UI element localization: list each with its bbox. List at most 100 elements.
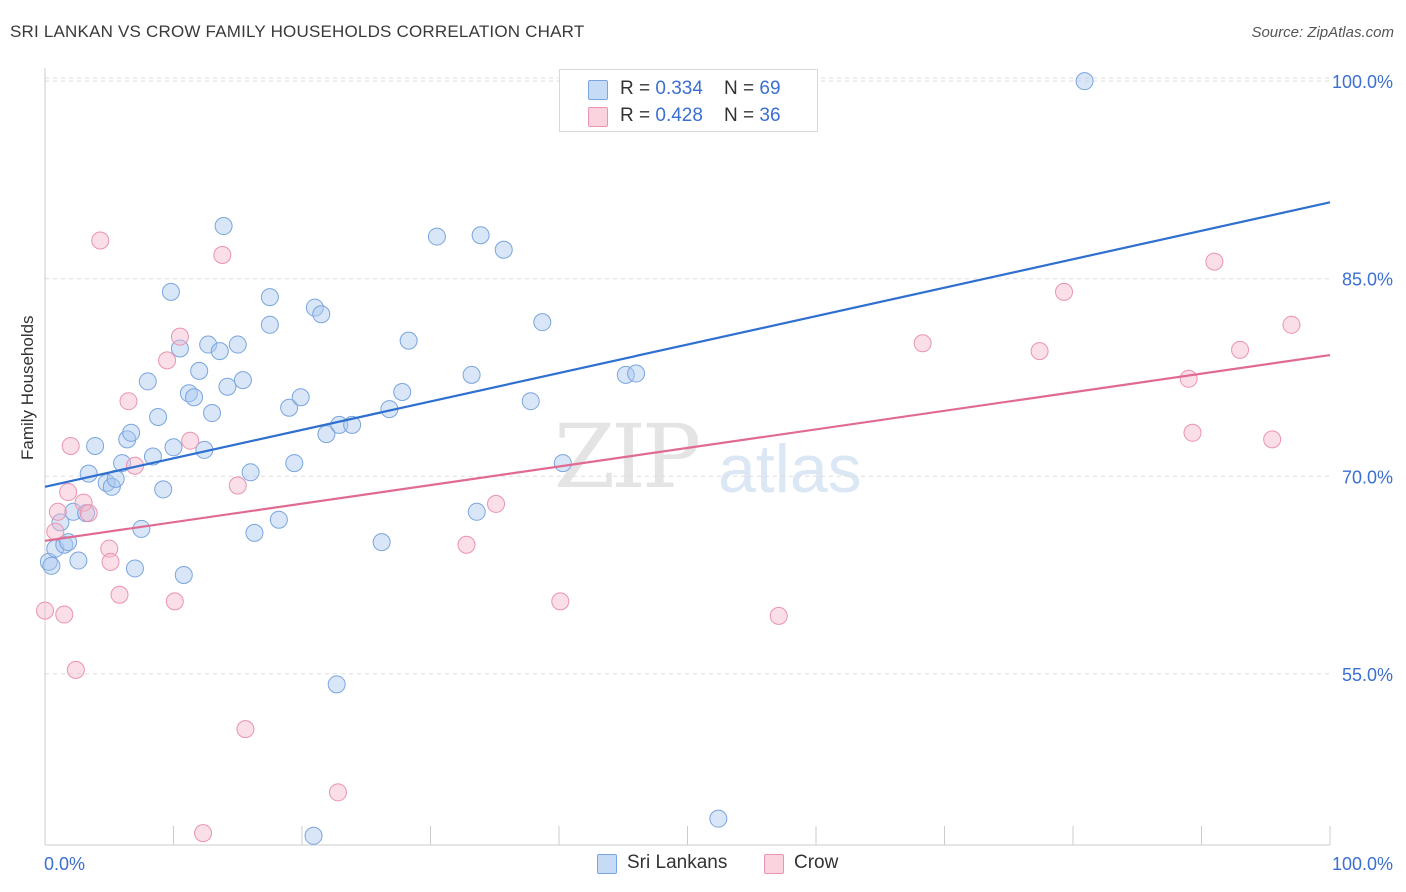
point-sri-lankans [69, 551, 88, 570]
point-sri-lankans [203, 404, 222, 423]
point-sri-lankans [399, 331, 418, 350]
point-crow [74, 493, 93, 512]
legend-label: Sri Lankans [627, 852, 728, 873]
point-crow [1055, 282, 1074, 301]
r-label: R = [620, 78, 656, 99]
point-crow [551, 592, 570, 611]
point-sri-lankans [521, 392, 540, 411]
legend-swatch-crow [764, 854, 784, 874]
point-crow [194, 824, 213, 843]
point-crow [328, 783, 347, 802]
correlation-legend: R = 0.334 N = 69 R = 0.428 N = 36 [559, 69, 818, 132]
point-sri-lankans [174, 566, 193, 585]
r-value: 0.334 [655, 78, 703, 99]
point-sri-lankans [79, 464, 98, 483]
legend-text: R = 0.334 N = 69 [620, 78, 781, 100]
point-crow [181, 431, 200, 450]
n-value: 69 [759, 78, 781, 99]
point-crow [66, 660, 85, 679]
point-sri-lankans [199, 335, 218, 354]
n-value: 36 [759, 105, 781, 126]
point-sri-lankans [709, 809, 728, 828]
legend-swatch-sri-lankans [588, 80, 608, 100]
point-sri-lankans [132, 519, 151, 538]
y-tick-label: 55.0% [1342, 665, 1393, 685]
point-sri-lankans [291, 388, 310, 407]
point-sri-lankans [218, 377, 237, 396]
point-sri-lankans [494, 240, 513, 259]
point-sri-lankans [627, 364, 646, 383]
point-crow [1183, 423, 1202, 442]
point-sri-lankans [214, 217, 233, 236]
r-value: 0.428 [655, 105, 703, 126]
point-crow [55, 605, 74, 624]
legend-swatch-crow [588, 107, 608, 127]
watermark-atlas: atlas [718, 431, 862, 507]
point-sri-lankans [241, 463, 260, 482]
n-label: N = [724, 78, 760, 99]
point-sri-lankans [190, 361, 209, 380]
x-tick-label: 100.0% [1332, 854, 1393, 874]
point-sri-lankans [245, 523, 264, 542]
point-crow [213, 246, 232, 265]
point-crow [79, 504, 98, 523]
point-sri-lankans [228, 335, 247, 354]
point-sri-lankans [51, 513, 70, 532]
point-crow [1179, 369, 1198, 388]
y-tick-label: 70.0% [1342, 467, 1393, 487]
point-sri-lankans [393, 382, 412, 401]
point-crow [1205, 252, 1224, 271]
point-sri-lankans [64, 502, 83, 521]
source-credit: Source: ZipAtlas.com [1251, 24, 1394, 41]
y-tick-label: 85.0% [1342, 270, 1393, 290]
point-sri-lankans [233, 371, 252, 390]
point-crow [165, 592, 184, 611]
point-crow [59, 483, 78, 502]
point-sri-lankans [533, 313, 552, 332]
point-sri-lankans [125, 559, 144, 578]
point-sri-lankans [164, 438, 183, 457]
point-sri-lankans [285, 454, 304, 473]
point-sri-lankans [269, 510, 288, 529]
point-sri-lankans [154, 480, 173, 499]
point-crow [36, 601, 54, 620]
point-crow [61, 436, 80, 455]
point-sri-lankans [304, 826, 323, 845]
point-crow [170, 327, 189, 346]
point-crow [1231, 340, 1250, 359]
legend-label: Crow [794, 852, 839, 873]
point-crow [487, 494, 506, 513]
y-axis-label: Family Households [18, 315, 37, 460]
r-label: R = [620, 105, 656, 126]
point-sri-lankans [327, 675, 346, 694]
point-sri-lankans [553, 454, 572, 473]
trendline-crow [44, 354, 1331, 542]
point-sri-lankans [260, 315, 279, 334]
legend-swatch-sri-lankans [597, 854, 617, 874]
point-sri-lankans [149, 407, 168, 426]
n-label: N = [724, 105, 760, 126]
legend-text: R = 0.428 N = 36 [620, 105, 781, 127]
point-sri-lankans [185, 388, 204, 407]
point-crow [110, 585, 129, 604]
point-crow [769, 606, 788, 625]
point-crow [119, 392, 138, 411]
point-crow [1030, 342, 1049, 361]
point-sri-lankans [467, 502, 486, 521]
point-sri-lankans [260, 288, 279, 307]
y-tick-label: 100.0% [1332, 72, 1393, 92]
point-crow [101, 552, 120, 571]
point-crow [91, 231, 110, 250]
point-sri-lankans [427, 227, 446, 246]
point-sri-lankans [210, 342, 229, 361]
point-sri-lankans [86, 436, 105, 455]
point-crow [158, 351, 177, 370]
point-crow [236, 720, 255, 739]
chart-title: SRI LANKAN VS CROW FAMILY HOUSEHOLDS COR… [10, 22, 585, 41]
point-sri-lankans [1075, 72, 1094, 91]
point-sri-lankans [305, 298, 324, 317]
point-crow [457, 535, 476, 554]
point-sri-lankans [372, 533, 391, 552]
point-crow [1282, 315, 1301, 334]
